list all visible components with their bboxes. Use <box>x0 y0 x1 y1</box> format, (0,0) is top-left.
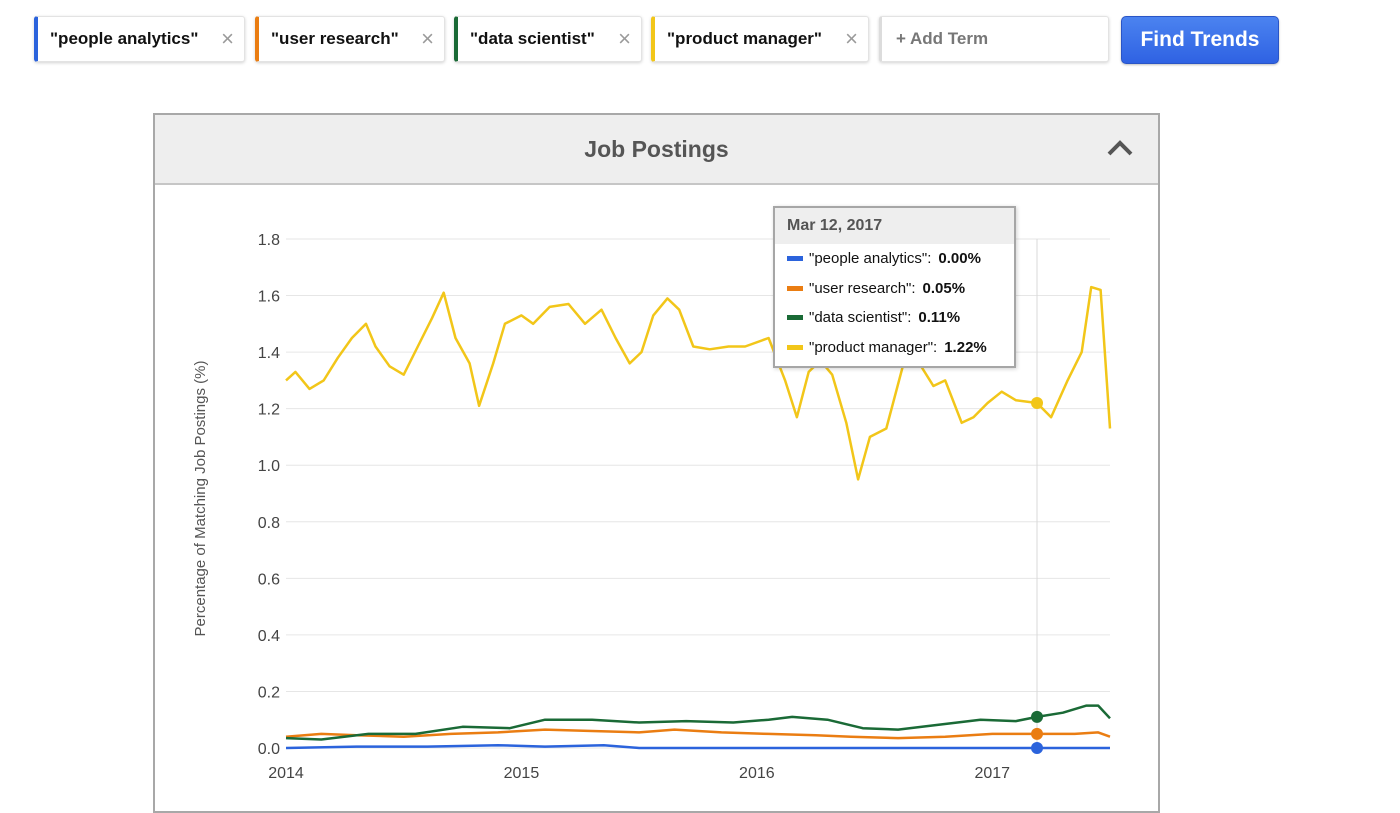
term-label: "data scientist" <box>470 29 595 48</box>
y-tick-label: 0.0 <box>258 741 280 758</box>
term-label: "product manager" <box>667 29 822 48</box>
x-tick-label: 2015 <box>504 765 540 782</box>
tooltip-value: 0.11% <box>918 309 961 327</box>
term-chip-data-scientist[interactable]: "data scientist" × <box>454 16 642 62</box>
term-chip-user-research[interactable]: "user research" × <box>255 16 445 62</box>
close-icon[interactable]: × <box>618 26 631 51</box>
close-icon[interactable]: × <box>845 26 858 51</box>
series-line <box>285 285 1112 481</box>
tooltip-row-data-scientist: "data scientist": 0.11% <box>775 303 1014 333</box>
term-chip-product-manager[interactable]: "product manager" × <box>651 16 869 62</box>
close-icon[interactable]: × <box>421 26 434 51</box>
legend-swatch <box>787 256 803 262</box>
panel-title: Job Postings <box>584 135 729 162</box>
hover-point <box>1031 742 1044 754</box>
term-label: "people analytics" <box>50 29 199 48</box>
tooltip-value: 0.00% <box>938 250 981 268</box>
y-tick-label: 0.4 <box>258 628 280 645</box>
y-tick-label: 1.0 <box>258 458 280 475</box>
series-line <box>285 728 1111 740</box>
term-label: "user research" <box>271 29 399 48</box>
add-term-field[interactable] <box>879 16 1109 62</box>
term-chip-people-analytics[interactable]: "people analytics" × <box>34 16 245 62</box>
y-tick-label: 0.6 <box>258 571 280 588</box>
tooltip-row-product-manager: "product manager": 1.22% <box>775 333 1014 363</box>
legend-swatch <box>787 285 803 291</box>
hover-point <box>1031 710 1044 723</box>
chart-tooltip: Mar 12, 2017 "people analytics": 0.00% "… <box>773 206 1016 368</box>
legend-swatch <box>787 344 803 350</box>
tooltip-value: 0.05% <box>922 279 966 297</box>
y-tick-label: 0.2 <box>258 684 280 701</box>
tooltip-row-people-analytics: "people analytics": 0.00% <box>775 244 1014 274</box>
tooltip-label: "user research": <box>809 279 916 297</box>
x-tick-label: 2017 <box>974 765 1010 782</box>
series-line <box>285 743 1110 750</box>
x-tick-label: 2014 <box>268 765 304 782</box>
y-tick-label: 1.4 <box>258 345 280 362</box>
y-tick-label: 1.6 <box>258 289 280 306</box>
tooltip-label: "data scientist": <box>809 309 912 327</box>
legend-swatch <box>787 315 803 321</box>
find-trends-button[interactable]: Find Trends <box>1121 16 1279 64</box>
tooltip-label: "people analytics": <box>809 250 932 268</box>
x-tick-label: 2016 <box>739 765 775 782</box>
panel-header[interactable]: Job Postings <box>155 115 1158 185</box>
tooltip-date: Mar 12, 2017 <box>775 208 1014 244</box>
y-tick-label: 0.8 <box>258 515 280 532</box>
hover-point <box>1031 727 1044 740</box>
tooltip-row-user-research: "user research": 0.05% <box>775 274 1014 304</box>
close-icon[interactable]: × <box>221 26 234 51</box>
y-tick-label: 1.8 <box>258 232 280 249</box>
hover-point <box>1031 397 1044 410</box>
tooltip-value: 1.22% <box>944 338 987 356</box>
y-axis-label: Percentage of Matching Job Postings (%) <box>192 361 209 637</box>
add-term-input[interactable] <box>894 28 1098 50</box>
y-tick-label: 1.2 <box>258 402 280 419</box>
chevron-up-icon[interactable] <box>1106 137 1134 159</box>
tooltip-label: "product manager": <box>809 338 938 356</box>
